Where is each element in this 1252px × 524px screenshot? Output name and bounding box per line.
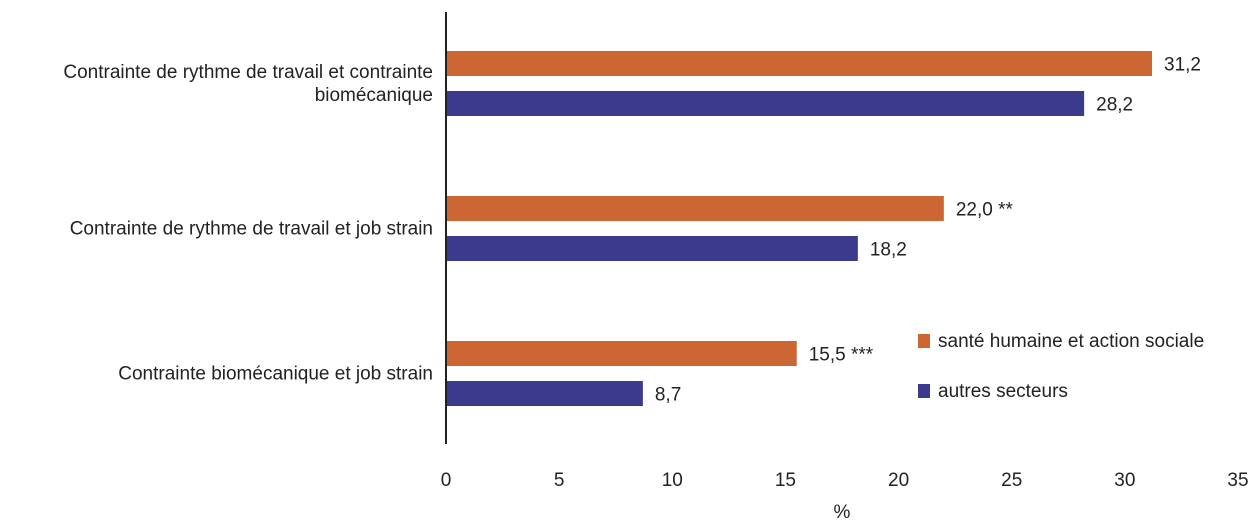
- category-labels: Contrainte de rythme de travail et contr…: [63, 62, 433, 385]
- legend-swatch: [918, 384, 930, 398]
- data-label: 28,2: [1096, 95, 1133, 116]
- bar: [446, 381, 643, 406]
- legend-label: santé humaine et action sociale: [938, 331, 1204, 352]
- x-tick-label: 35: [1227, 470, 1248, 491]
- bar: [446, 91, 1085, 116]
- legend-label: autres secteurs: [938, 381, 1068, 402]
- x-tick-label: 20: [888, 470, 909, 491]
- x-axis-label: %: [834, 502, 851, 523]
- data-label: 8,7: [655, 385, 681, 406]
- x-tick-label: 10: [662, 470, 683, 491]
- category-label: biomécanique: [315, 85, 433, 106]
- x-tick-label: 15: [775, 470, 796, 491]
- x-tick-label: 25: [1001, 470, 1022, 491]
- data-label: 22,0 **: [956, 200, 1014, 221]
- value-labels: 31,2 28,2 22,0 ** 18,2 15,5 *** 8,7: [655, 55, 1201, 406]
- bar: [446, 236, 858, 261]
- category-label: Contrainte de rythme de travail et contr…: [63, 62, 433, 83]
- data-label: 18,2: [870, 240, 907, 261]
- legend-swatch: [918, 334, 930, 348]
- x-tick-label: 0: [441, 470, 452, 491]
- x-tick-label: 30: [1114, 470, 1135, 491]
- bar: [446, 341, 797, 366]
- bar: [446, 51, 1153, 76]
- category-label: Contrainte de rythme de travail et job s…: [70, 219, 433, 240]
- category-label: Contrainte biomécanique et job strain: [118, 364, 433, 385]
- bar: [446, 196, 944, 221]
- data-label: 31,2: [1164, 55, 1201, 76]
- x-tick-labels: 0 5 10 15 20 25 30 35: [441, 470, 1249, 491]
- bars: [446, 51, 1153, 406]
- x-tick-label: 5: [554, 470, 565, 491]
- data-label: 15,5 ***: [809, 345, 874, 366]
- legend: santé humaine et action sociale autres se…: [918, 331, 1204, 402]
